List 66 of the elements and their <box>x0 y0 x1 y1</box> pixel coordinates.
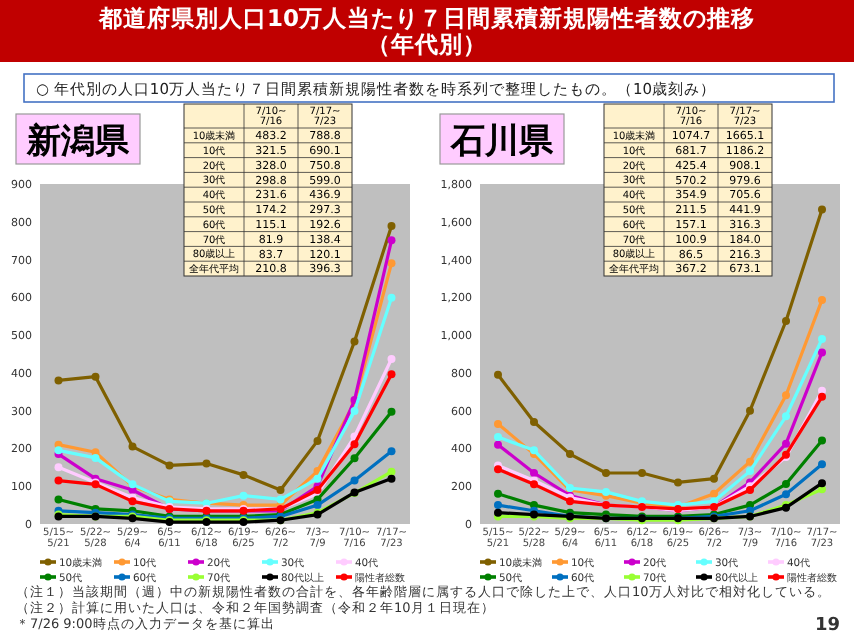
point <box>638 469 646 477</box>
point <box>54 463 63 472</box>
point <box>387 370 396 379</box>
point <box>818 295 826 304</box>
point <box>387 236 396 245</box>
point <box>710 474 718 483</box>
point <box>313 501 322 510</box>
point <box>494 419 502 428</box>
point <box>239 470 248 479</box>
point <box>350 454 359 463</box>
point <box>387 447 396 456</box>
point <box>276 486 285 494</box>
point <box>313 436 322 445</box>
point <box>782 317 790 325</box>
point <box>782 439 790 448</box>
point <box>602 469 610 477</box>
point <box>818 334 826 343</box>
chart-title: 石川県 <box>449 122 555 162</box>
point <box>494 440 502 449</box>
point <box>566 450 574 459</box>
point <box>239 491 248 500</box>
point <box>494 433 502 442</box>
point <box>782 480 790 489</box>
point <box>276 495 285 504</box>
point <box>818 460 826 469</box>
point <box>494 370 502 379</box>
point <box>54 376 63 385</box>
point <box>818 436 826 445</box>
point <box>165 461 174 470</box>
point <box>387 293 396 302</box>
point <box>350 476 359 485</box>
point <box>91 372 100 381</box>
point <box>387 222 396 231</box>
point <box>782 490 790 499</box>
point <box>54 476 63 485</box>
point <box>313 474 322 483</box>
point <box>202 459 211 468</box>
point <box>387 467 396 476</box>
point <box>746 457 754 466</box>
point <box>128 442 137 451</box>
point <box>710 489 718 498</box>
point <box>494 501 502 510</box>
point <box>530 418 538 426</box>
point <box>91 453 100 462</box>
point <box>782 412 790 421</box>
point <box>818 392 826 401</box>
chart-title: 新潟県 <box>25 122 131 162</box>
point <box>350 407 359 416</box>
point <box>746 406 754 415</box>
point <box>818 348 826 357</box>
point <box>746 467 754 476</box>
text: 都道府県別人口10万人当たり７日間累積新規陽性者数の推移（年代別） <box>96 4 756 58</box>
point <box>54 495 63 504</box>
point <box>387 259 396 268</box>
point <box>350 440 359 449</box>
point <box>387 474 396 483</box>
text: 19 <box>814 616 840 636</box>
point <box>494 489 502 498</box>
point <box>350 337 359 346</box>
point <box>818 205 826 214</box>
point <box>387 354 396 363</box>
point <box>674 478 682 487</box>
point <box>818 479 826 488</box>
point <box>387 407 396 416</box>
point <box>530 469 538 477</box>
point <box>782 391 790 400</box>
